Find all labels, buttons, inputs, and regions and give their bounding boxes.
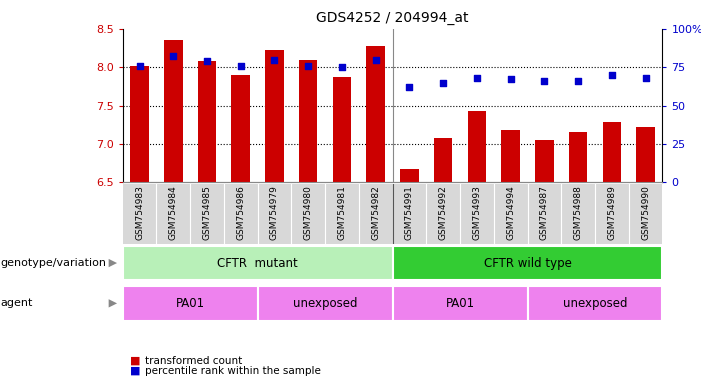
- Text: GSM754981: GSM754981: [337, 185, 346, 240]
- Bar: [130, 66, 149, 182]
- Bar: [333, 77, 351, 182]
- Bar: [434, 138, 452, 182]
- Text: genotype/variation: genotype/variation: [1, 258, 107, 268]
- Point: [404, 84, 415, 90]
- Point: [269, 56, 280, 63]
- Bar: [265, 50, 284, 182]
- Text: CFTR wild type: CFTR wild type: [484, 257, 571, 270]
- Text: ■: ■: [130, 356, 140, 366]
- Point: [573, 78, 584, 84]
- Text: PA01: PA01: [445, 297, 475, 310]
- Text: GSM754984: GSM754984: [169, 185, 178, 240]
- Text: GSM754979: GSM754979: [270, 185, 279, 240]
- Bar: [198, 61, 217, 182]
- Text: GSM754987: GSM754987: [540, 185, 549, 240]
- Text: GSM754982: GSM754982: [372, 185, 380, 240]
- Text: GSM754990: GSM754990: [641, 185, 650, 240]
- Bar: [393, 246, 662, 280]
- Point: [606, 72, 618, 78]
- Text: GSM754993: GSM754993: [472, 185, 482, 240]
- Text: percentile rank within the sample: percentile rank within the sample: [145, 366, 321, 376]
- Bar: [603, 122, 621, 182]
- Text: agent: agent: [1, 298, 33, 308]
- Text: transformed count: transformed count: [145, 356, 243, 366]
- Point: [336, 64, 348, 70]
- Text: GSM754994: GSM754994: [506, 185, 515, 240]
- Point: [235, 63, 246, 69]
- Text: unexposed: unexposed: [293, 297, 358, 310]
- Text: GSM754991: GSM754991: [405, 185, 414, 240]
- Bar: [258, 286, 393, 321]
- Bar: [528, 286, 662, 321]
- Bar: [367, 46, 385, 182]
- Point: [201, 58, 212, 64]
- Bar: [400, 169, 418, 182]
- Bar: [299, 60, 318, 182]
- Bar: [123, 286, 258, 321]
- Text: PA01: PA01: [175, 297, 205, 310]
- Point: [370, 56, 381, 63]
- Text: CFTR  mutant: CFTR mutant: [217, 257, 298, 270]
- Bar: [393, 286, 528, 321]
- Bar: [501, 130, 520, 182]
- Text: unexposed: unexposed: [563, 297, 627, 310]
- Point: [640, 75, 651, 81]
- Point: [471, 75, 482, 81]
- Bar: [468, 111, 486, 182]
- Bar: [569, 132, 587, 182]
- Title: GDS4252 / 204994_at: GDS4252 / 204994_at: [316, 11, 469, 25]
- Point: [539, 78, 550, 84]
- Text: GSM754983: GSM754983: [135, 185, 144, 240]
- Text: GSM754980: GSM754980: [304, 185, 313, 240]
- Bar: [231, 75, 250, 182]
- Text: GSM754989: GSM754989: [607, 185, 616, 240]
- Text: GSM754985: GSM754985: [203, 185, 212, 240]
- Point: [505, 76, 516, 83]
- Bar: [164, 40, 182, 182]
- Point: [303, 63, 314, 69]
- Text: GSM754988: GSM754988: [573, 185, 583, 240]
- Point: [168, 53, 179, 60]
- Text: ■: ■: [130, 366, 140, 376]
- Bar: [535, 140, 554, 182]
- Text: GSM754986: GSM754986: [236, 185, 245, 240]
- Bar: [123, 246, 393, 280]
- Bar: [637, 127, 655, 182]
- Point: [134, 63, 145, 69]
- Point: [437, 79, 449, 86]
- Text: GSM754992: GSM754992: [439, 185, 448, 240]
